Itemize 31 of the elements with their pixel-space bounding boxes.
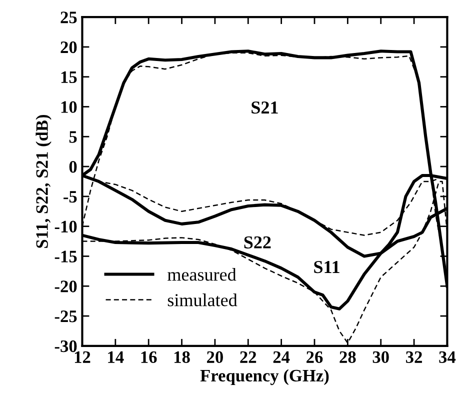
x-tick-label: 26 — [306, 351, 323, 363]
annotation: S11 — [314, 261, 340, 274]
x-tick-label: 30 — [372, 351, 389, 363]
y-tick-label: -15 — [54, 250, 77, 262]
x-tick-label: 24 — [273, 351, 290, 363]
y-axis-title: S11, S22, S21 (dB) — [36, 114, 52, 248]
y-tick-label: -30 — [54, 340, 77, 352]
y-tick-label: 15 — [61, 71, 77, 84]
x-tick-label: 34 — [439, 351, 456, 363]
x-axis-title: Frequency (GHz) — [200, 369, 329, 386]
x-tick-label: 32 — [406, 351, 422, 363]
y-tick-label: -25 — [54, 310, 77, 322]
x-tick-label: 16 — [141, 351, 157, 363]
y-tick-label: 20 — [60, 41, 77, 54]
x-tick-label: 18 — [174, 351, 190, 363]
y-tick-label: 10 — [61, 101, 77, 113]
y-tick-label: -10 — [54, 220, 77, 233]
y-tick-label: -20 — [54, 280, 77, 292]
annotation: S21 — [252, 102, 278, 114]
x-tick-label: 12 — [74, 351, 90, 363]
x-tick-label: 20 — [207, 351, 223, 363]
y-tick-label: 0 — [69, 161, 77, 173]
y-tick-label: 25 — [60, 12, 77, 24]
legend-label: simulated — [168, 294, 238, 306]
x-tick-label: 14 — [108, 351, 124, 363]
legend-label: measured — [168, 268, 236, 281]
y-tick-label: -5 — [64, 191, 77, 203]
annotation: S22 — [244, 236, 271, 248]
x-tick-label: 28 — [340, 351, 356, 363]
x-tick-label: 22 — [240, 351, 256, 363]
y-tick-label: 5 — [69, 131, 77, 143]
